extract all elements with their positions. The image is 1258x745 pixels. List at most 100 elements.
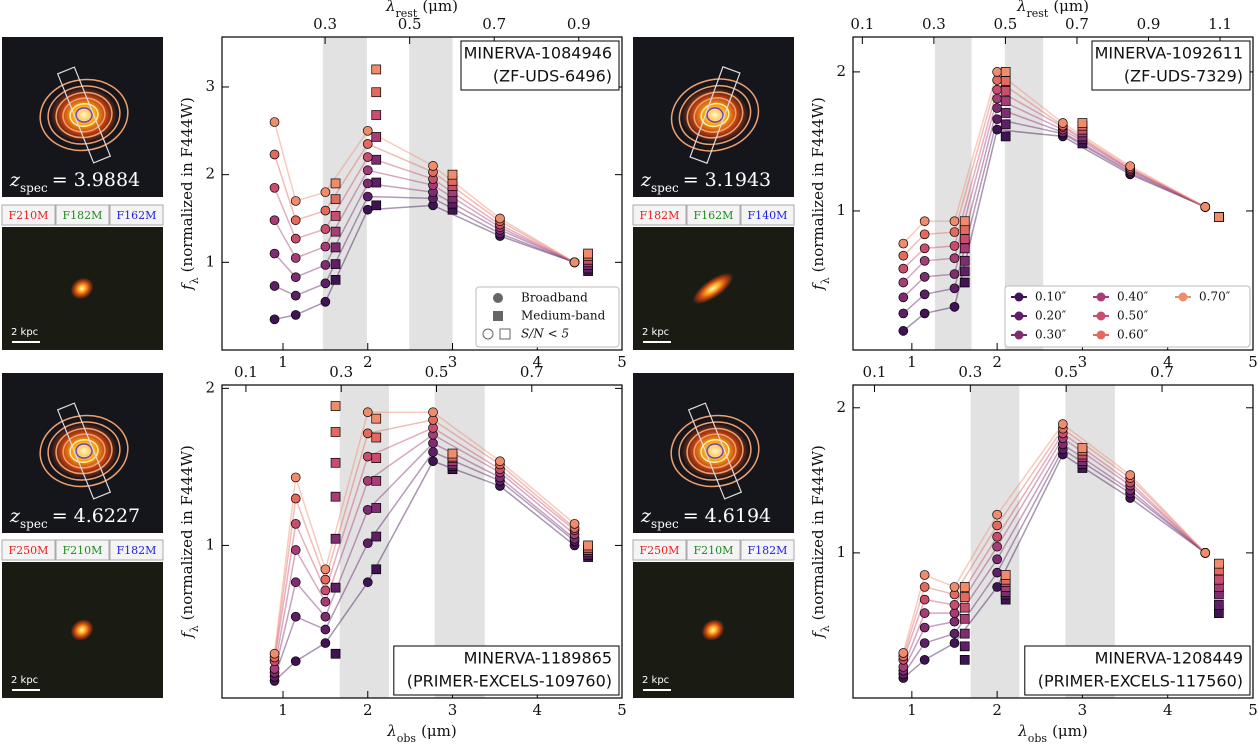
- panel-title: MINERVA-1189865: [464, 649, 612, 668]
- broadband-point: [898, 238, 909, 249]
- medium-band-point: [330, 582, 341, 593]
- y-tick-label: 3: [205, 77, 215, 95]
- x2-tick-label: 0.1: [850, 15, 874, 33]
- medium-band-point: [959, 641, 970, 652]
- model-line: [902, 432, 1206, 661]
- medium-band-point: [371, 413, 382, 424]
- x-tick-label: 3: [1078, 701, 1088, 719]
- galaxy: [50, 87, 118, 143]
- z-value: = 3.1943: [683, 169, 771, 191]
- filter-box: [109, 539, 164, 561]
- z-sub: spec: [651, 517, 679, 531]
- medium-band-point: [1000, 570, 1011, 580]
- medium-band-point: [330, 242, 341, 253]
- x2-tick-label: 0.3: [313, 15, 337, 33]
- broadband-point: [362, 407, 373, 418]
- filter-label: F162M: [694, 209, 734, 222]
- x2-tick-label: 0.5: [993, 15, 1017, 33]
- legend-marker: [1014, 292, 1024, 302]
- medium-band-point: [371, 132, 382, 142]
- y-tick-label: 1: [836, 201, 846, 219]
- label-sub: rest: [1026, 7, 1048, 20]
- broadband-point: [362, 451, 373, 462]
- medium-band-point: [1000, 76, 1011, 86]
- broadband-point: [949, 600, 960, 610]
- x-tick-label: 5: [617, 353, 627, 371]
- broadband-point: [320, 574, 331, 585]
- y-axis-label: fλ (normalized in F444W): [809, 445, 832, 639]
- broadband-point: [919, 654, 930, 665]
- galaxy: [681, 423, 749, 479]
- legend-marker: [482, 328, 494, 340]
- medium-band-point: [583, 248, 593, 259]
- broadband-point: [320, 241, 331, 252]
- z-sub: spec: [20, 181, 48, 195]
- plot-frame: [852, 384, 1254, 699]
- legend-label: 0.70″: [1199, 290, 1231, 304]
- broadband-point: [290, 611, 301, 622]
- medium-band-point: [330, 226, 341, 237]
- x-tick-label: 5: [1248, 353, 1258, 371]
- broadband-point: [290, 493, 301, 504]
- broadband-point: [362, 577, 373, 588]
- broadband-point: [569, 518, 580, 529]
- label-unit: (normalized in F444W): [178, 445, 196, 620]
- medium-band-point: [371, 453, 382, 463]
- broadband-point: [919, 229, 930, 240]
- broadband-point: [992, 541, 1002, 552]
- label-main: f: [178, 282, 196, 291]
- legend-marker: [1096, 292, 1106, 302]
- label-sub: obs: [1028, 732, 1048, 745]
- model-line: [273, 419, 576, 658]
- contour: [700, 438, 730, 464]
- redshift-label: zspec = 3.1943: [640, 169, 771, 195]
- aperture: [75, 443, 93, 459]
- y-axis-label: fλ (normalized in F444W): [178, 445, 201, 639]
- model-line: [902, 448, 1206, 675]
- broadband-point: [320, 224, 331, 234]
- medium-band-point: [1000, 96, 1011, 106]
- filter-label: F182M: [748, 544, 788, 557]
- model-line: [902, 453, 1206, 679]
- label-sub: λ: [188, 277, 201, 284]
- broadband-point: [290, 233, 301, 244]
- shaded-region: [934, 37, 972, 350]
- broadband-point: [949, 227, 960, 237]
- broadband-point: [949, 253, 960, 264]
- medium-band-point: [447, 448, 458, 459]
- broadband-point: [949, 283, 960, 294]
- broadband-point: [269, 215, 280, 226]
- medium-band-point: [371, 475, 382, 486]
- x2-axis-label: λrest (μm): [385, 0, 458, 20]
- label-sub: rest: [395, 7, 417, 20]
- legend-label: 0.20″: [1035, 309, 1067, 323]
- label-main: λ: [1017, 722, 1028, 740]
- broadband-point: [919, 570, 930, 580]
- galaxy: [681, 87, 749, 143]
- legend-marker: [493, 311, 503, 321]
- broadband-point: [320, 611, 331, 622]
- broadband-point: [919, 638, 930, 648]
- legend-label: Broadband: [521, 291, 588, 305]
- label-unit: (μm): [1052, 722, 1088, 740]
- medium-band-point: [1214, 608, 1224, 618]
- plot-frame: [221, 36, 623, 351]
- medium-band-point: [371, 503, 382, 513]
- x-tick-label: 5: [1248, 701, 1258, 719]
- medium-band-point: [371, 87, 382, 98]
- scale-label: 2 kpc: [642, 327, 669, 338]
- x2-axis-label: λrest (μm): [1016, 0, 1089, 20]
- scale-label: 2 kpc: [11, 327, 38, 338]
- broadband-point: [919, 622, 930, 633]
- medium-band-point: [330, 259, 341, 269]
- broadband-point: [898, 292, 909, 303]
- broadband-point: [569, 257, 580, 268]
- medium-band-point: [959, 602, 970, 613]
- broadband-point: [320, 278, 331, 289]
- broadband-point: [992, 84, 1002, 95]
- broadband-point: [290, 196, 301, 206]
- x-tick-label: 4: [1163, 701, 1173, 719]
- legend-box: [475, 286, 620, 348]
- broadband-point: [992, 124, 1002, 135]
